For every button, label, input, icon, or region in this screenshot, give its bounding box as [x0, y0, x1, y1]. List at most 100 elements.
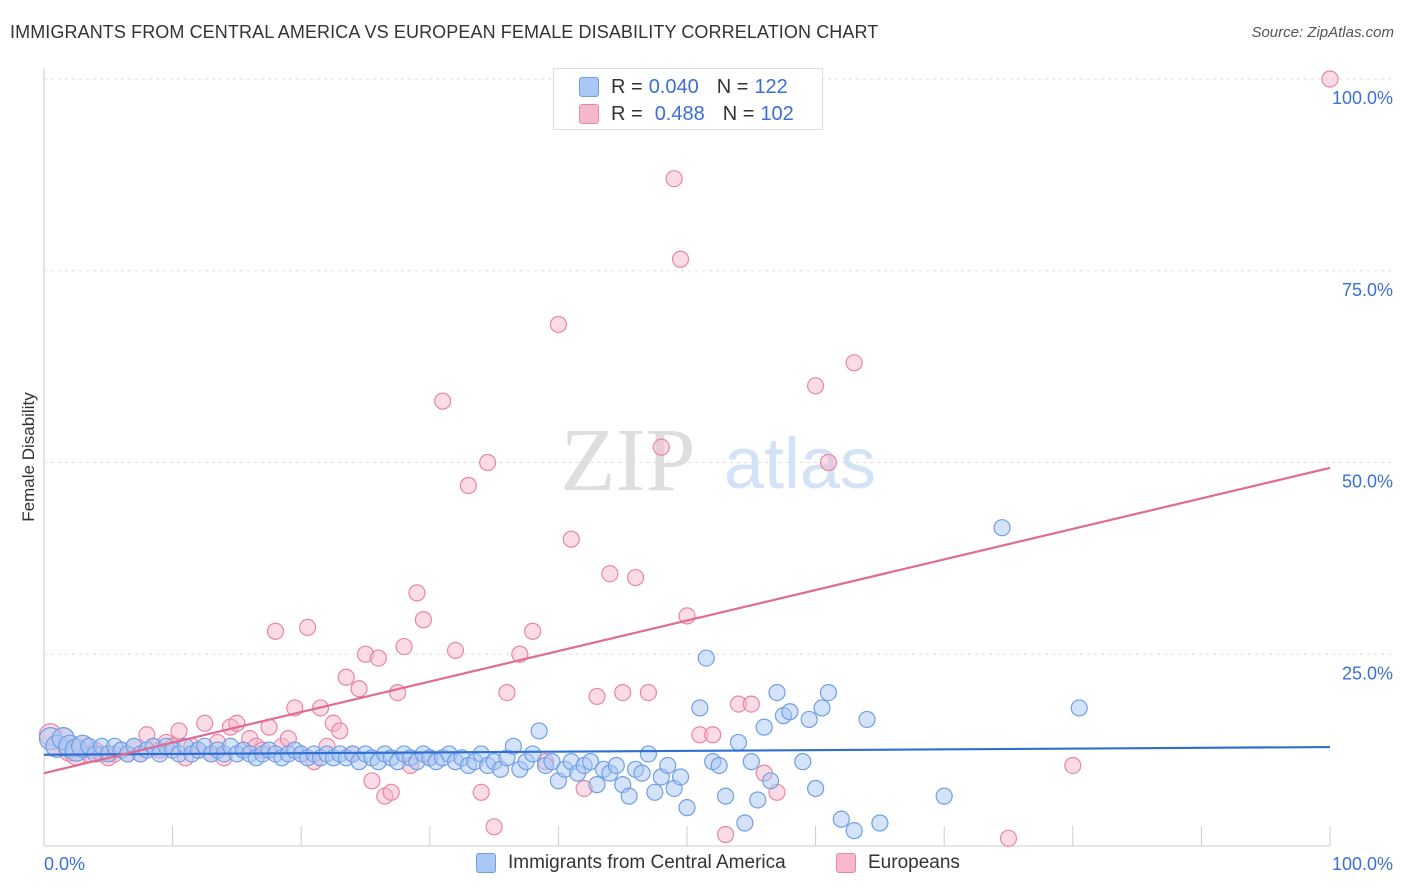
blue-point — [806, 779, 825, 798]
pink-point — [524, 622, 542, 640]
pink-point — [331, 722, 349, 740]
legend-swatch-blue — [476, 853, 496, 873]
y-axis-label: Female Disability — [19, 392, 38, 522]
blue-point — [716, 787, 735, 805]
blue-point — [633, 764, 651, 782]
pink-point — [716, 825, 735, 844]
legend-r-label: R = — [611, 102, 643, 125]
pink-point — [170, 722, 188, 740]
blue-point — [742, 753, 760, 771]
blue-point — [620, 787, 638, 805]
pink-point — [652, 438, 670, 456]
y-tick-label: 25.0% — [1342, 663, 1393, 683]
pink-point — [1321, 70, 1339, 88]
pink-point — [434, 392, 452, 410]
blue-point — [935, 787, 953, 805]
pink-point — [665, 170, 683, 188]
pink-point — [806, 377, 825, 395]
legend-swatch-pink — [836, 853, 856, 873]
blue-point — [646, 783, 664, 801]
x-axis-ticks — [43, 826, 1331, 846]
pink-point — [704, 726, 722, 744]
pink-point — [395, 637, 413, 656]
pink-point — [446, 641, 465, 660]
blue-point — [736, 814, 754, 832]
blue-point — [749, 791, 767, 809]
blue-point — [543, 753, 561, 771]
x-tick-label-start: 0.0% — [44, 854, 85, 874]
blue-point — [729, 733, 748, 752]
legend-r-value: 0.488 — [654, 102, 705, 125]
blue-point — [659, 756, 677, 775]
series-central-america-points — [38, 519, 1088, 840]
legend-swatch-blue — [579, 77, 599, 97]
pink-point — [414, 611, 432, 629]
legend-swatch-pink — [579, 104, 599, 124]
series-legend: Immigrants from Central America European… — [0, 852, 1406, 878]
blue-point — [1070, 699, 1088, 717]
blue-point — [581, 753, 600, 771]
legend-row-europeans: R = 0.488 N = 102 — [579, 101, 794, 127]
watermark: ZIP atlas — [561, 411, 877, 510]
pink-point — [999, 829, 1018, 847]
watermark-atlas: atlas — [724, 424, 876, 504]
blue-point — [607, 756, 625, 775]
legend-row-central-america: R = 0.040 N = 122 — [579, 74, 788, 100]
pink-point — [266, 622, 285, 640]
blue-point — [697, 649, 715, 667]
stats-legend: R = 0.040 N = 122 R = 0.488 N = 102 — [553, 68, 823, 130]
blue-point — [710, 756, 728, 775]
x-tick-labels: 0.0% 100.0% — [44, 854, 1393, 874]
blue-point — [800, 710, 818, 729]
source-label: Source: ZipAtlas.com — [1251, 24, 1394, 41]
legend-item-central-america: Immigrants from Central America — [476, 852, 786, 874]
pink-point — [671, 250, 690, 268]
pink-point — [459, 476, 477, 495]
blue-point — [768, 683, 786, 702]
blue-point — [858, 710, 876, 729]
y-tick-labels: 100.0% 75.0% 50.0% 25.0% — [1332, 88, 1393, 683]
grid-lines — [44, 78, 1392, 655]
blue-point — [678, 799, 696, 817]
trend-lines — [43, 466, 1331, 775]
blue-point — [794, 753, 812, 771]
pink-point — [299, 618, 317, 637]
pink-point — [639, 683, 658, 702]
pink-point — [588, 687, 606, 706]
pink-point — [479, 453, 497, 472]
blue-point — [871, 814, 889, 832]
pink-point — [819, 453, 838, 472]
pink-point — [382, 783, 400, 801]
trend-line-blue — [43, 745, 1331, 756]
legend-r-label: R = — [611, 75, 643, 98]
legend-r-value: 0.040 — [648, 75, 699, 98]
pink-point — [408, 584, 426, 602]
blue-point — [504, 737, 522, 755]
blue-point — [639, 745, 658, 763]
legend-n-label: N = — [722, 102, 755, 125]
y-tick-label: 100.0% — [1332, 88, 1393, 108]
pink-point — [363, 772, 381, 790]
blue-point — [588, 776, 606, 794]
pink-point — [614, 683, 632, 702]
trend-line-pink — [43, 466, 1331, 775]
pink-point — [337, 668, 355, 686]
blue-point — [524, 745, 542, 763]
pink-point — [1064, 756, 1082, 775]
pink-point — [350, 680, 368, 698]
y-tick-label: 50.0% — [1342, 472, 1393, 492]
watermark-zip: ZIP — [561, 411, 696, 510]
legend-n-value: 102 — [760, 102, 794, 125]
pink-point — [472, 783, 490, 801]
legend-n-label: N = — [716, 75, 749, 98]
pink-point — [626, 568, 645, 587]
pink-point — [369, 649, 387, 667]
blue-point — [761, 772, 780, 790]
blue-point — [781, 703, 799, 721]
blue-point — [530, 722, 548, 740]
pink-point — [196, 714, 214, 732]
pink-point — [601, 565, 619, 583]
pink-point — [485, 818, 503, 836]
legend-n-value: 122 — [754, 75, 788, 98]
